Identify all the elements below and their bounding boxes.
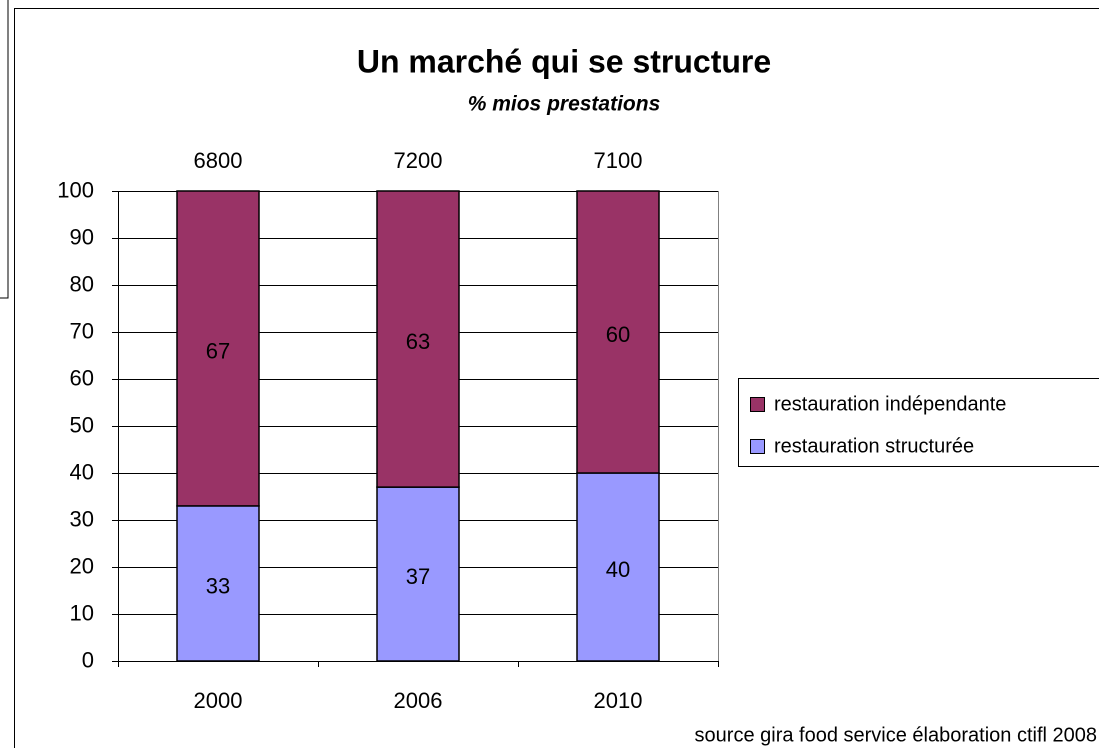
total-label: 6800 (194, 148, 243, 173)
bar-segment (576, 190, 660, 474)
total-label: 7100 (594, 148, 643, 173)
bar-segment (376, 486, 460, 662)
legend-label: restauration structurée (774, 435, 974, 457)
bar-segment (176, 190, 260, 507)
data-label: 60 (606, 322, 630, 347)
y-tick-label: 10 (70, 600, 94, 625)
legend-swatch (750, 397, 765, 412)
bar-segment (176, 505, 260, 662)
y-tick-label: 30 (70, 506, 94, 531)
data-label: 67 (206, 338, 230, 363)
y-tick-label: 70 (70, 318, 94, 343)
data-label: 33 (206, 573, 230, 598)
total-label: 7200 (394, 148, 443, 173)
y-tick-label: 100 (57, 177, 94, 202)
y-tick-label: 40 (70, 459, 94, 484)
y-tick-label: 50 (70, 412, 94, 437)
bar-segment (576, 472, 660, 662)
y-tick-label: 20 (70, 553, 94, 578)
y-tick-label: 60 (70, 365, 94, 390)
legend-label: restauration indépendante (774, 393, 1006, 415)
y-tick-label: 80 (70, 271, 94, 296)
legend-swatch (750, 439, 765, 454)
side-box (0, 0, 9, 299)
data-label: 63 (406, 329, 430, 354)
bar-segment (376, 190, 460, 488)
x-tick-label: 2000 (194, 688, 243, 713)
y-tick-label: 0 (82, 647, 94, 672)
y-tick-label: 90 (70, 224, 94, 249)
chart-title: Un marché qui se structure (357, 43, 771, 79)
data-label: 40 (606, 557, 630, 582)
data-label: 37 (406, 564, 430, 589)
source-note: source gira food service élaboration cti… (695, 724, 1097, 746)
x-tick-label: 2010 (594, 688, 643, 713)
legend-box (738, 378, 1099, 467)
chart-subtitle: % mios prestations (468, 93, 661, 116)
x-tick-label: 2006 (394, 688, 443, 713)
